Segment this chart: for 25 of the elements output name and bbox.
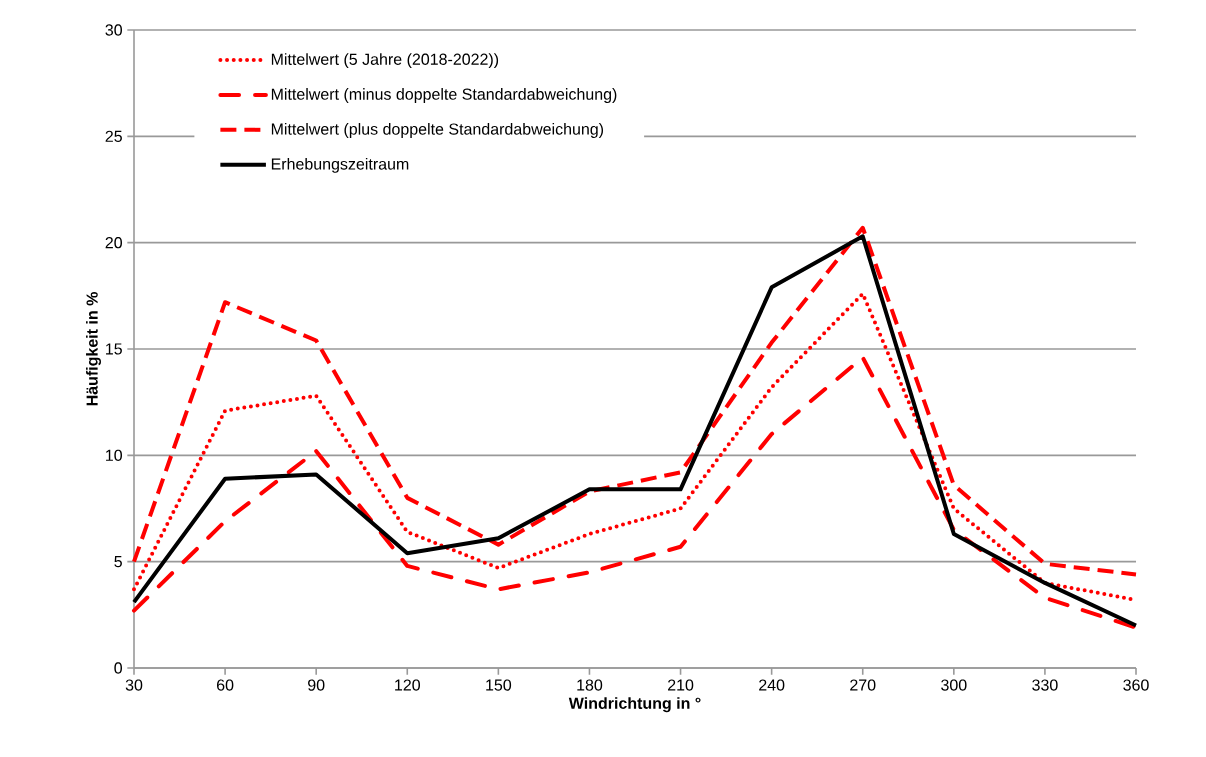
y-tick-label: 25 [105,130,122,142]
legend-label: Mittelwert (plus doppelte Standardabweichung) [271,123,604,138]
legend-label: Mittelwert (5 Jahre (2018-2022)) [271,53,499,69]
x-tick-label: 180 [577,679,603,691]
x-tick-label: 210 [668,679,694,691]
legend-label: Mittelwert (minus doppelte Standardabweichung) [271,88,617,104]
x-tick-label: 90 [308,679,325,691]
y-tick-label: 30 [105,24,122,36]
x-tick-label: 330 [1032,679,1058,691]
x-tick-label: 150 [486,679,512,691]
x-tick-label: 120 [395,679,420,691]
y-axis-title: Häufigkeit in % [86,292,101,406]
y-tick-label: 15 [106,343,122,355]
y-tick-label: 5 [114,556,122,568]
y-tick-label: 0 [114,662,123,674]
y-tick-label: 20 [105,237,122,249]
legend-label: Erhebungszeitraum [271,157,409,173]
x-tick-label: 300 [941,679,967,691]
y-tick-label: 10 [106,449,122,461]
x-tick-label: 360 [1123,679,1149,691]
x-tick-label: 240 [759,679,785,691]
x-tick-label: 60 [217,679,234,691]
x-tick-label: 270 [850,679,876,691]
x-tick-label: 30 [125,679,143,691]
x-axis-title: Windrichtung in ° [568,697,701,713]
